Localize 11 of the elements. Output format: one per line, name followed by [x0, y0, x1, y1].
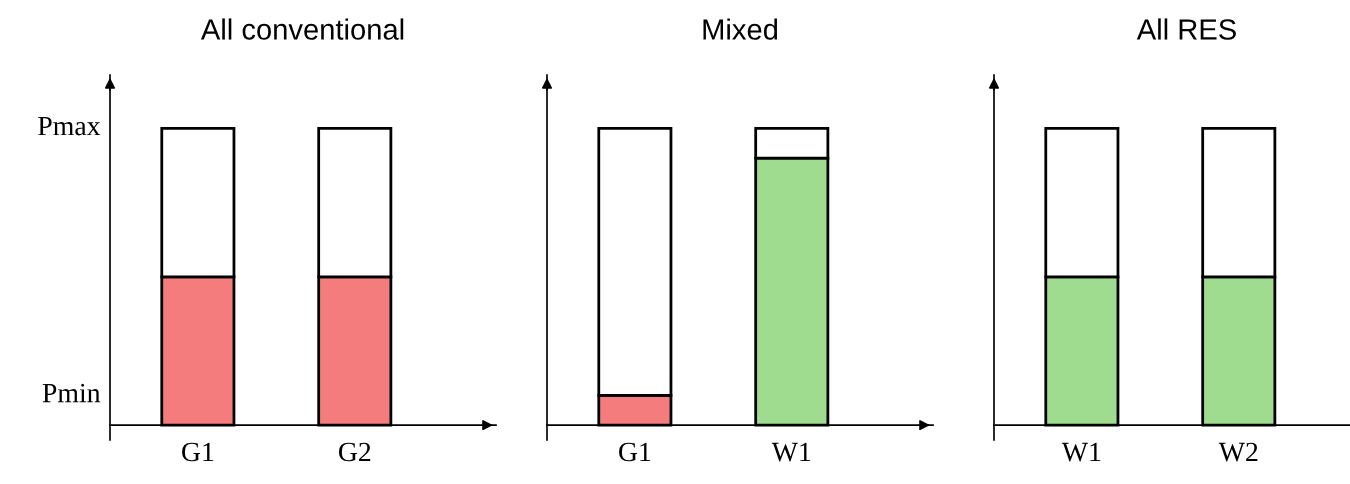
x-tick-label: G1: [182, 442, 214, 462]
text: Pmin: [42, 383, 101, 403]
text: Pmax: [38, 116, 101, 136]
x-tick-label: G2: [338, 442, 371, 462]
chart-title: All conventional: [200, 18, 404, 40]
x-tick-label: W2: [1218, 442, 1258, 462]
chart-title: All RES: [1136, 18, 1236, 40]
chart-title: Mixed: [703, 18, 778, 40]
x-tick-label: G1: [619, 442, 651, 462]
x-tick-label: W1: [771, 442, 811, 462]
x-tick-label: W1: [1061, 442, 1101, 462]
